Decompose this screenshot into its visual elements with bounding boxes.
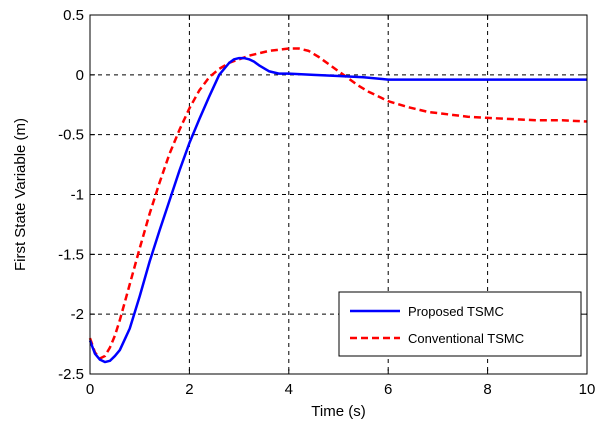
y-tick-label: 0.5 xyxy=(63,7,84,24)
axis-ticks xyxy=(89,14,588,375)
y-tick-label: -0.5 xyxy=(58,127,84,144)
y-tick-label: -2.5 xyxy=(58,366,84,383)
y-tick-label: -2 xyxy=(71,306,84,323)
series-line-conventional-tsmc xyxy=(88,47,588,360)
legend: Proposed TSMC Conventional TSMC xyxy=(338,291,582,357)
tick-labels: 0 2 4 6 8 10 0.5 0 -0.5 -1 -1.5 -2 -2.5 xyxy=(58,7,595,398)
x-tick-label: 8 xyxy=(483,381,491,398)
series-line-proposed-tsmc xyxy=(88,56,587,364)
y-tick-label: -1 xyxy=(71,187,84,204)
y-axis-label: First State Variable (m) xyxy=(12,118,29,271)
x-axis-label: Time (s) xyxy=(311,403,365,420)
x-tick-label: 4 xyxy=(285,381,293,398)
legend-label-conventional-tsmc: Conventional TSMC xyxy=(408,331,524,346)
series-layer xyxy=(88,47,588,364)
x-tick-label: 10 xyxy=(579,381,596,398)
legend-label-proposed-tsmc: Proposed TSMC xyxy=(408,304,504,319)
legend-box xyxy=(338,291,582,357)
y-tick-label: -1.5 xyxy=(58,246,84,263)
x-tick-label: 6 xyxy=(384,381,392,398)
x-tick-label: 2 xyxy=(185,381,193,398)
x-tick-label: 0 xyxy=(86,381,94,398)
y-tick-label: 0 xyxy=(76,67,84,84)
